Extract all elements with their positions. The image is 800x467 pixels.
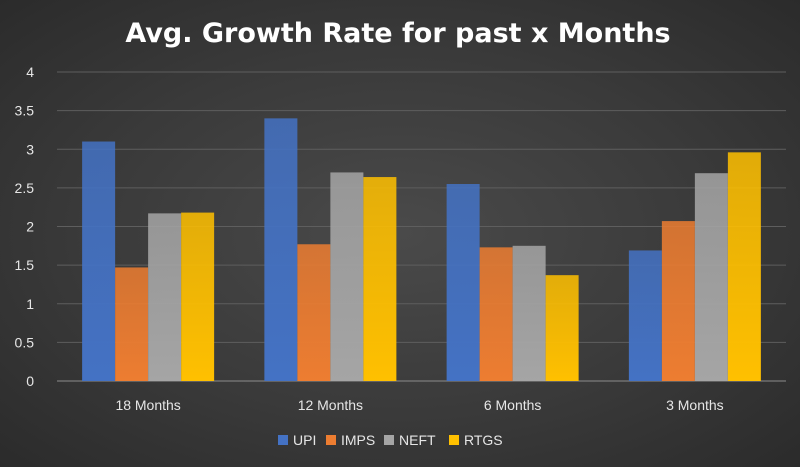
bar-rtgs bbox=[363, 177, 397, 381]
y-tick-label: 1 bbox=[26, 296, 34, 312]
y-tick-label: 1.5 bbox=[15, 257, 35, 273]
bar-imps bbox=[297, 244, 331, 381]
y-axis: 0 0.5 1 1.5 2 2.5 3 3.5 4 bbox=[15, 64, 35, 389]
legend-swatch-upi bbox=[278, 435, 288, 445]
bar-neft bbox=[512, 245, 546, 381]
bar-imps bbox=[661, 221, 695, 381]
legend-label-imps: IMPS bbox=[341, 432, 375, 448]
bar-neft bbox=[330, 172, 364, 381]
x-tick-label: 6 Months bbox=[484, 397, 542, 413]
bar-rtgs bbox=[727, 152, 761, 381]
legend-label-rtgs: RTGS bbox=[464, 432, 503, 448]
legend-swatch-neft bbox=[384, 435, 394, 445]
x-axis: 18 Months 12 Months 6 Months 3 Months bbox=[115, 397, 723, 413]
bar-neft bbox=[694, 173, 728, 381]
bar-rtgs bbox=[181, 212, 215, 381]
y-tick-label: 3.5 bbox=[15, 103, 35, 119]
bar-upi bbox=[446, 184, 480, 381]
bar-rtgs bbox=[545, 275, 579, 381]
bar-upi bbox=[264, 118, 298, 381]
bar-upi bbox=[82, 141, 116, 381]
legend: UPI IMPS NEFT RTGS bbox=[278, 432, 503, 448]
x-tick-label: 3 Months bbox=[666, 397, 724, 413]
bar-imps bbox=[479, 247, 513, 381]
legend-swatch-imps bbox=[326, 435, 336, 445]
y-tick-label: 3 bbox=[26, 141, 34, 157]
y-tick-label: 4 bbox=[26, 64, 34, 80]
chart-title: Avg. Growth Rate for past x Months bbox=[125, 18, 670, 49]
y-tick-label: 0 bbox=[26, 373, 34, 389]
bar-neft bbox=[148, 213, 182, 381]
x-tick-label: 18 Months bbox=[115, 397, 180, 413]
y-tick-label: 2 bbox=[26, 219, 34, 235]
x-tick-label: 12 Months bbox=[298, 397, 363, 413]
bar-upi bbox=[628, 250, 662, 381]
y-tick-label: 0.5 bbox=[15, 334, 35, 350]
y-tick-label: 2.5 bbox=[15, 180, 35, 196]
legend-label-neft: NEFT bbox=[399, 432, 436, 448]
legend-swatch-rtgs bbox=[449, 435, 459, 445]
legend-label-upi: UPI bbox=[293, 432, 316, 448]
bar-imps bbox=[115, 267, 149, 381]
bars bbox=[82, 118, 761, 381]
